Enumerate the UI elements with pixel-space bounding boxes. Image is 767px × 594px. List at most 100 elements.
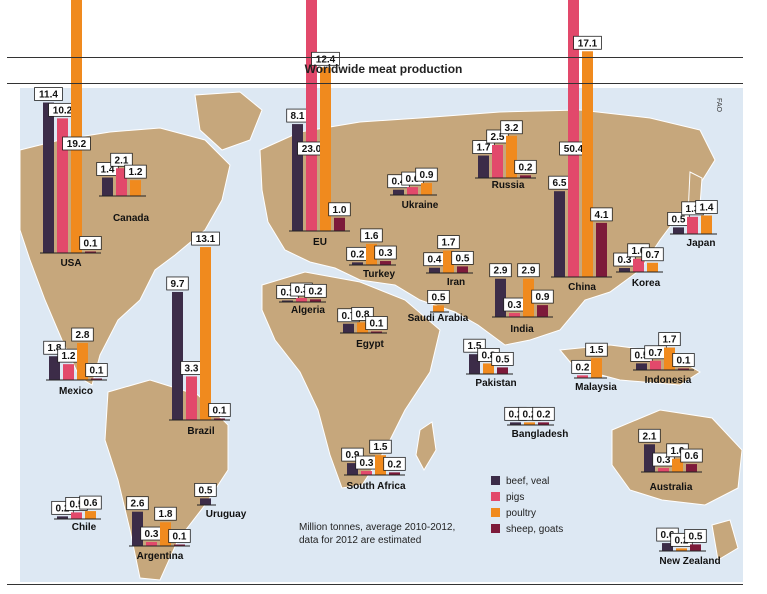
value-label-eu-poultry: 12.4: [316, 54, 336, 65]
legend-label-sheep-goats: sheep, goats: [506, 524, 563, 535]
country-label-india: India: [510, 324, 534, 335]
bar-indonesia-pigs: [650, 360, 661, 370]
bar-usa-pigs: [57, 118, 68, 253]
value-label-eu-pigs: 23.0: [302, 144, 322, 155]
value-box-brazil-sheep-goats: [208, 403, 231, 417]
value-label-indonesia-beef-veal: 0.5: [635, 350, 649, 361]
country-group-uruguay: 0.5 Uruguay: [194, 482, 247, 520]
bar-eu-beef-veal: [292, 124, 303, 231]
value-label-japan-poultry: 1.4: [700, 203, 714, 214]
bar-pakistan-beef-veal: [469, 354, 480, 374]
value-box-indonesia-poultry: [658, 332, 681, 346]
country-group-argentina: 2.6 0.31.8 0.1 Argentina: [126, 496, 191, 562]
country-group-chile: 0.2 0.5 0.6 Chile: [51, 495, 102, 533]
country-group-new-zealand: 0.6 0.2 0.5 New Zealand: [656, 527, 721, 567]
value-box-bangladesh-sheep-goats: [532, 406, 555, 421]
bar-russia-poultry: [506, 135, 517, 178]
bar-japan-beef-veal: [673, 227, 684, 234]
value-box-brazil-poultry: [191, 231, 220, 246]
bar-australia-pigs: [658, 468, 669, 472]
country-label-egypt: Egypt: [356, 339, 384, 350]
legend-swatch-poultry: [491, 508, 500, 517]
value-label-australia-sheep-goats: 0.6: [685, 451, 699, 462]
value-label-china-beef-veal: 6.5: [553, 178, 567, 189]
bar-usa-sheep-goats: [85, 251, 96, 253]
value-label-new-zealand-poultry: 0.2: [675, 535, 689, 546]
value-label-australia-beef-veal: 2.1: [643, 431, 657, 442]
value-box-usa-sheep-goats: [79, 236, 102, 250]
country-group-brazil: 9.7 3.3 13.1 0.1 Brazil: [166, 231, 231, 437]
value-box-canada-pigs: [110, 152, 133, 167]
top-rule: [7, 57, 743, 58]
bar-algeria-sheep-goats: [310, 299, 321, 302]
bar-china-beef-veal: [554, 191, 565, 277]
country-group-mexico: 1.81.22.8 0.1 Mexico: [43, 327, 108, 397]
value-box-eu-poultry: [311, 51, 340, 66]
country-group-indonesia: 0.5 0.71.70.1 Indonesia: [630, 332, 695, 386]
value-label-canada-pigs: 2.1: [115, 155, 129, 166]
bar-egypt-beef-veal: [343, 323, 354, 333]
value-label-egypt-beef-veal: 0.7: [342, 311, 356, 322]
value-label-australia-poultry: 1.0: [671, 446, 685, 457]
bar-russia-beef-veal: [478, 155, 489, 178]
country-label-eu: EU: [313, 237, 327, 248]
country-group-saudi-arabia: 0.5 Saudi Arabia: [408, 289, 469, 324]
country-group-eu: 8.1 23.0 12.4 1.0 EU: [286, 0, 351, 248]
value-label-australia-pigs: 0.3: [657, 455, 671, 466]
value-label-canada-poultry: 1.2: [129, 167, 143, 178]
country-label-pakistan: Pakistan: [475, 378, 516, 389]
bar-india-poultry: [523, 278, 534, 317]
value-label-turkey-poultry: 1.6: [365, 231, 379, 242]
bar-indonesia-beef-veal: [636, 363, 647, 370]
bar-japan-pigs: [687, 216, 698, 234]
note-line-2: data for 2012 are estimated: [299, 535, 421, 546]
value-label-iran-poultry: 1.7: [442, 238, 456, 249]
legend-label-pigs: pigs: [506, 492, 524, 503]
value-box-new-zealand-sheep-goats: [684, 529, 707, 543]
value-label-new-zealand-sheep-goats: 0.5: [689, 531, 703, 542]
value-label-iran-sheep-goats: 0.5: [456, 253, 470, 264]
country-label-iran: Iran: [447, 277, 465, 288]
value-label-india-pigs: 0.3: [508, 300, 522, 311]
country-label-new-zealand: New Zealand: [659, 556, 720, 567]
country-group-malaysia: 0.21.5 Malaysia: [571, 342, 617, 393]
value-label-indonesia-poultry: 1.7: [663, 335, 677, 346]
legend-swatch-beef-veal: [491, 476, 500, 485]
value-box-iran-poultry: [437, 235, 460, 249]
country-group-algeria: 0.1 0.3 0.2 Algeria: [276, 282, 327, 316]
legend-label-poultry: poultry: [506, 508, 536, 519]
bar-eu-poultry: [320, 67, 331, 231]
bar-mexico-pigs: [63, 364, 74, 380]
value-box-australia-beef-veal: [638, 428, 661, 443]
value-label-brazil-pigs: 3.3: [185, 363, 199, 374]
bar-mexico-beef-veal: [49, 356, 60, 380]
value-label-argentina-sheep-goats: 0.1: [173, 532, 187, 543]
country-label-turkey: Turkey: [363, 269, 395, 280]
value-label-argentina-pigs: 0.3: [145, 529, 159, 540]
bar-korea-pigs: [633, 258, 644, 272]
value-label-chile-poultry: 0.6: [84, 498, 98, 509]
bar-turkey-sheep-goats: [380, 261, 391, 265]
bar-australia-sheep-goats: [686, 464, 697, 472]
country-label-brazil: Brazil: [187, 426, 214, 437]
value-box-argentina-sheep-goats: [168, 529, 191, 543]
value-box-russia-poultry: [500, 120, 523, 135]
eurasia-land: [259, 109, 716, 346]
value-label-algeria-beef-veal: 0.1: [281, 288, 295, 299]
country-label-korea: Korea: [632, 278, 661, 289]
bar-pakistan-sheep-goats: [497, 367, 508, 374]
value-box-japan-poultry: [695, 200, 718, 214]
bar-usa-poultry: [71, 0, 82, 253]
value-box-russia-sheep-goats: [514, 159, 537, 174]
country-group-canada: 1.42.11.2 Canada: [96, 152, 150, 224]
country-label-uruguay: Uruguay: [206, 509, 247, 520]
country-label-canada: Canada: [113, 213, 150, 224]
country-group-pakistan: 1.50.8 0.5 Pakistan: [463, 338, 517, 389]
value-label-egypt-sheep-goats: 0.1: [370, 319, 384, 330]
value-label-algeria-sheep-goats: 0.2: [309, 286, 323, 297]
bar-argentina-beef-veal: [132, 511, 143, 546]
country-label-indonesia: Indonesia: [645, 375, 692, 386]
country-label-saudi-arabia: Saudi Arabia: [408, 313, 469, 324]
bar-brazil-beef-veal: [172, 291, 183, 420]
